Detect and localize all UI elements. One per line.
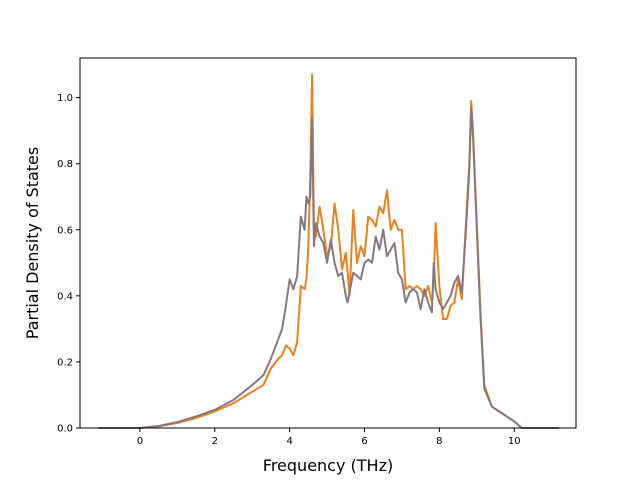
x-axis-label: Frequency (THz) — [263, 456, 393, 475]
y-tick-label: 0.0 — [57, 424, 73, 435]
x-tick-label: 0 — [137, 436, 143, 447]
y-tick-label: 0.2 — [57, 357, 73, 368]
x-axis-ticks: 0 2 4 6 8 10 — [137, 428, 521, 447]
y-tick-label: 0.8 — [57, 159, 73, 170]
plot-area-frame — [79, 57, 577, 429]
x-tick-label: 10 — [508, 436, 521, 447]
x-tick-label: 4 — [286, 436, 292, 447]
y-axis-label: Partial Density of States — [23, 147, 42, 339]
y-tick-label: 0.6 — [57, 225, 73, 236]
y-tick-label: 1.0 — [57, 93, 73, 104]
x-tick-label: 8 — [436, 436, 442, 447]
x-tick-label: 6 — [361, 436, 367, 447]
series-layer — [98, 73, 560, 429]
series-line-2 — [98, 106, 560, 429]
y-tick-label: 0.4 — [57, 291, 73, 302]
y-axis-ticks: 0.0 0.2 0.4 0.6 0.8 1.0 — [57, 93, 80, 435]
x-tick-label: 2 — [212, 436, 218, 447]
